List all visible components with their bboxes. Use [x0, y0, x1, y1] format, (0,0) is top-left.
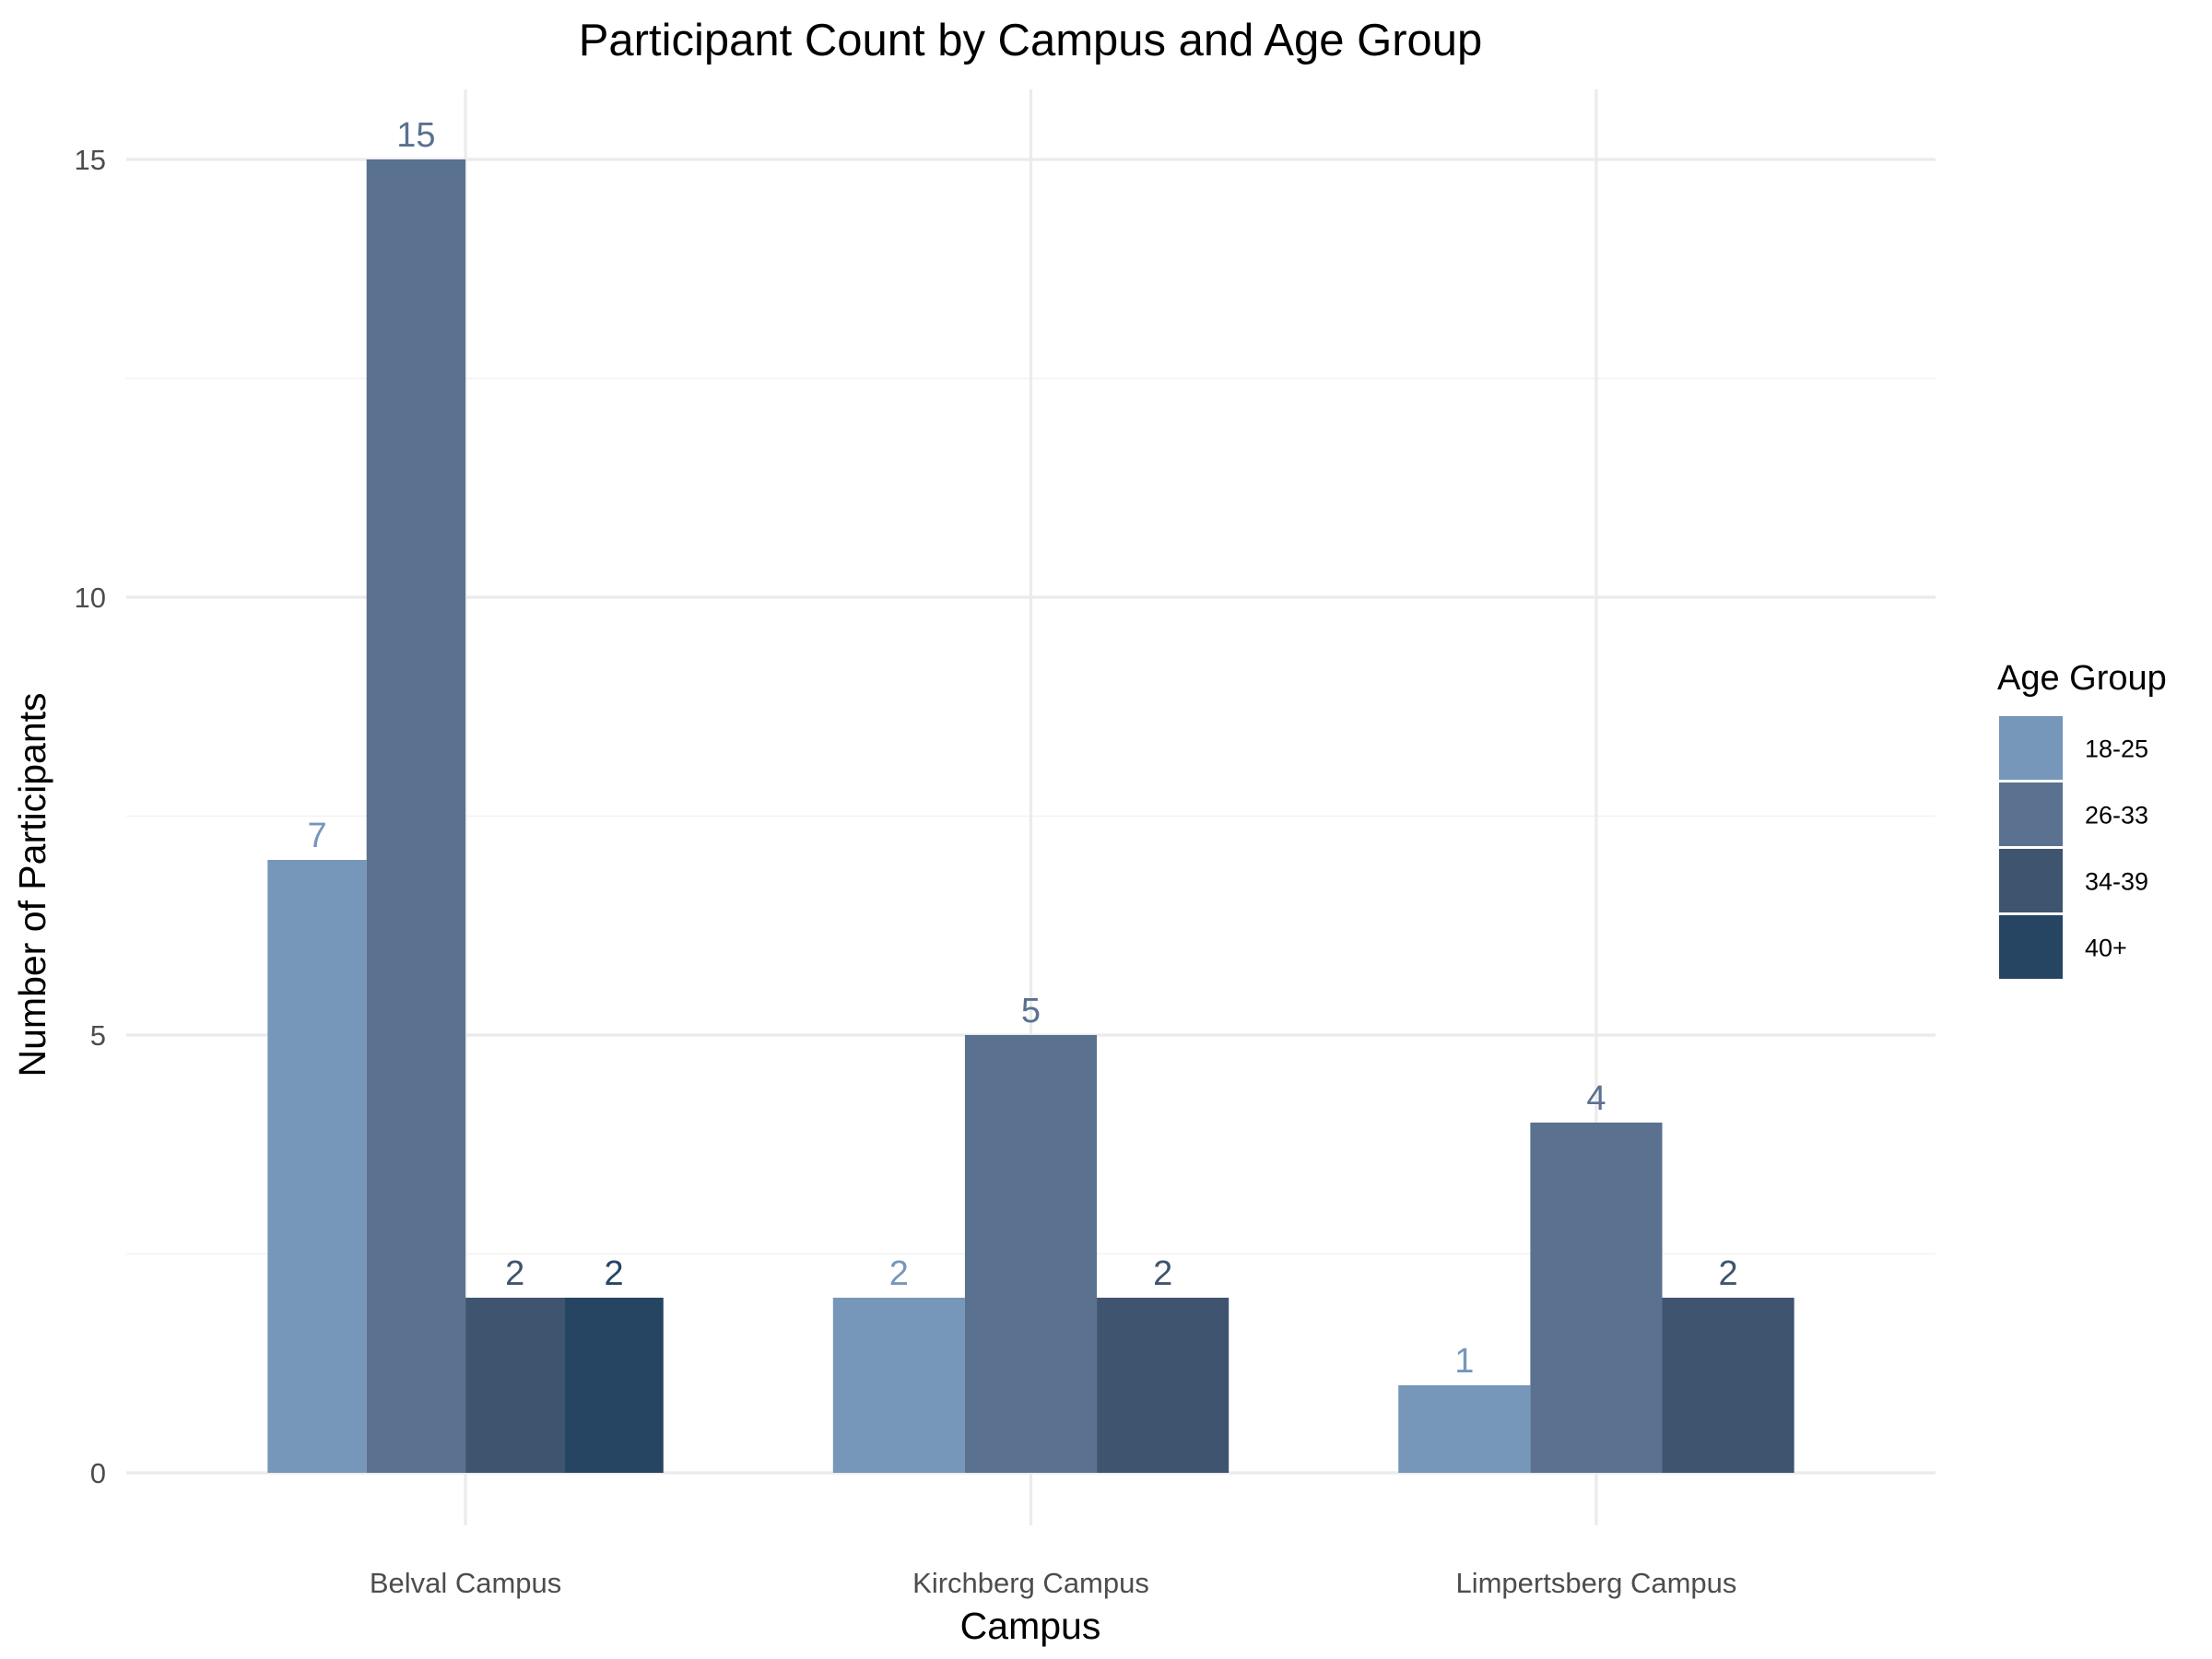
data-label-belval-campus-18-25: 7: [307, 817, 326, 855]
x-tick-label-kirchberg-campus: Kirchberg Campus: [912, 1567, 1149, 1599]
legend-key-40: [1999, 915, 2063, 979]
bar-belval-campus-18-25: [267, 860, 367, 1473]
bar-kirchberg-campus-18-25: [832, 1298, 965, 1473]
chart-title: Participant Count by Campus and Age Grou…: [579, 16, 1483, 65]
legend-key-26-33: [1999, 782, 2063, 846]
y-tick-label: 15: [75, 144, 106, 176]
legend-label-26-33: 26-33: [2085, 802, 2148, 830]
bar-limpertsberg-campus-18-25: [1398, 1385, 1531, 1473]
data-label-kirchberg-campus-34-39: 2: [1153, 1254, 1172, 1293]
y-tick-label: 10: [75, 582, 106, 614]
bar-limpertsberg-campus-34-39: [1662, 1298, 1794, 1473]
legend-label-18-25: 18-25: [2085, 735, 2148, 763]
data-label-limpertsberg-campus-34-39: 2: [1719, 1254, 1738, 1293]
y-tick-label: 0: [90, 1457, 106, 1489]
legend-key-34-39: [1999, 849, 2063, 912]
bar-belval-campus-40: [564, 1298, 664, 1473]
bar-belval-campus-26-33: [366, 159, 466, 1473]
legend-title: Age Group: [1997, 659, 2167, 698]
bars: [267, 159, 1794, 1473]
x-tick-label-belval-campus: Belval Campus: [370, 1567, 561, 1599]
data-labels: 7 15 2 2 2 5 2 1 4 2: [307, 116, 1737, 1381]
legend-label-34-39: 34-39: [2085, 868, 2148, 896]
legend-label-40: 40+: [2085, 935, 2127, 962]
legend-key-18-25: [1999, 716, 2063, 780]
data-label-kirchberg-campus-18-25: 2: [889, 1254, 909, 1293]
legend: Age Group 18-25 26-33 34-39 40+: [1997, 659, 2167, 979]
data-label-belval-campus-40: 2: [605, 1254, 624, 1293]
y-axis-title: Number of Participants: [11, 692, 53, 1077]
data-label-limpertsberg-campus-18-25: 1: [1454, 1342, 1474, 1381]
bar-belval-campus-34-39: [465, 1298, 565, 1473]
bar-kirchberg-campus-26-33: [964, 1035, 1098, 1473]
data-label-limpertsberg-campus-26-33: 4: [1586, 1079, 1606, 1118]
data-label-kirchberg-campus-26-33: 5: [1021, 992, 1041, 1030]
x-tick-label-limpertsberg-campus: Limpertsberg Campus: [1455, 1567, 1736, 1599]
bar-kirchberg-campus-34-39: [1097, 1298, 1230, 1473]
y-tick-label: 5: [90, 1019, 106, 1052]
data-label-belval-campus-34-39: 2: [505, 1254, 524, 1293]
data-label-belval-campus-26-33: 15: [396, 116, 435, 155]
x-axis-title: Campus: [960, 1605, 1101, 1647]
bar-limpertsberg-campus-26-33: [1530, 1123, 1663, 1473]
